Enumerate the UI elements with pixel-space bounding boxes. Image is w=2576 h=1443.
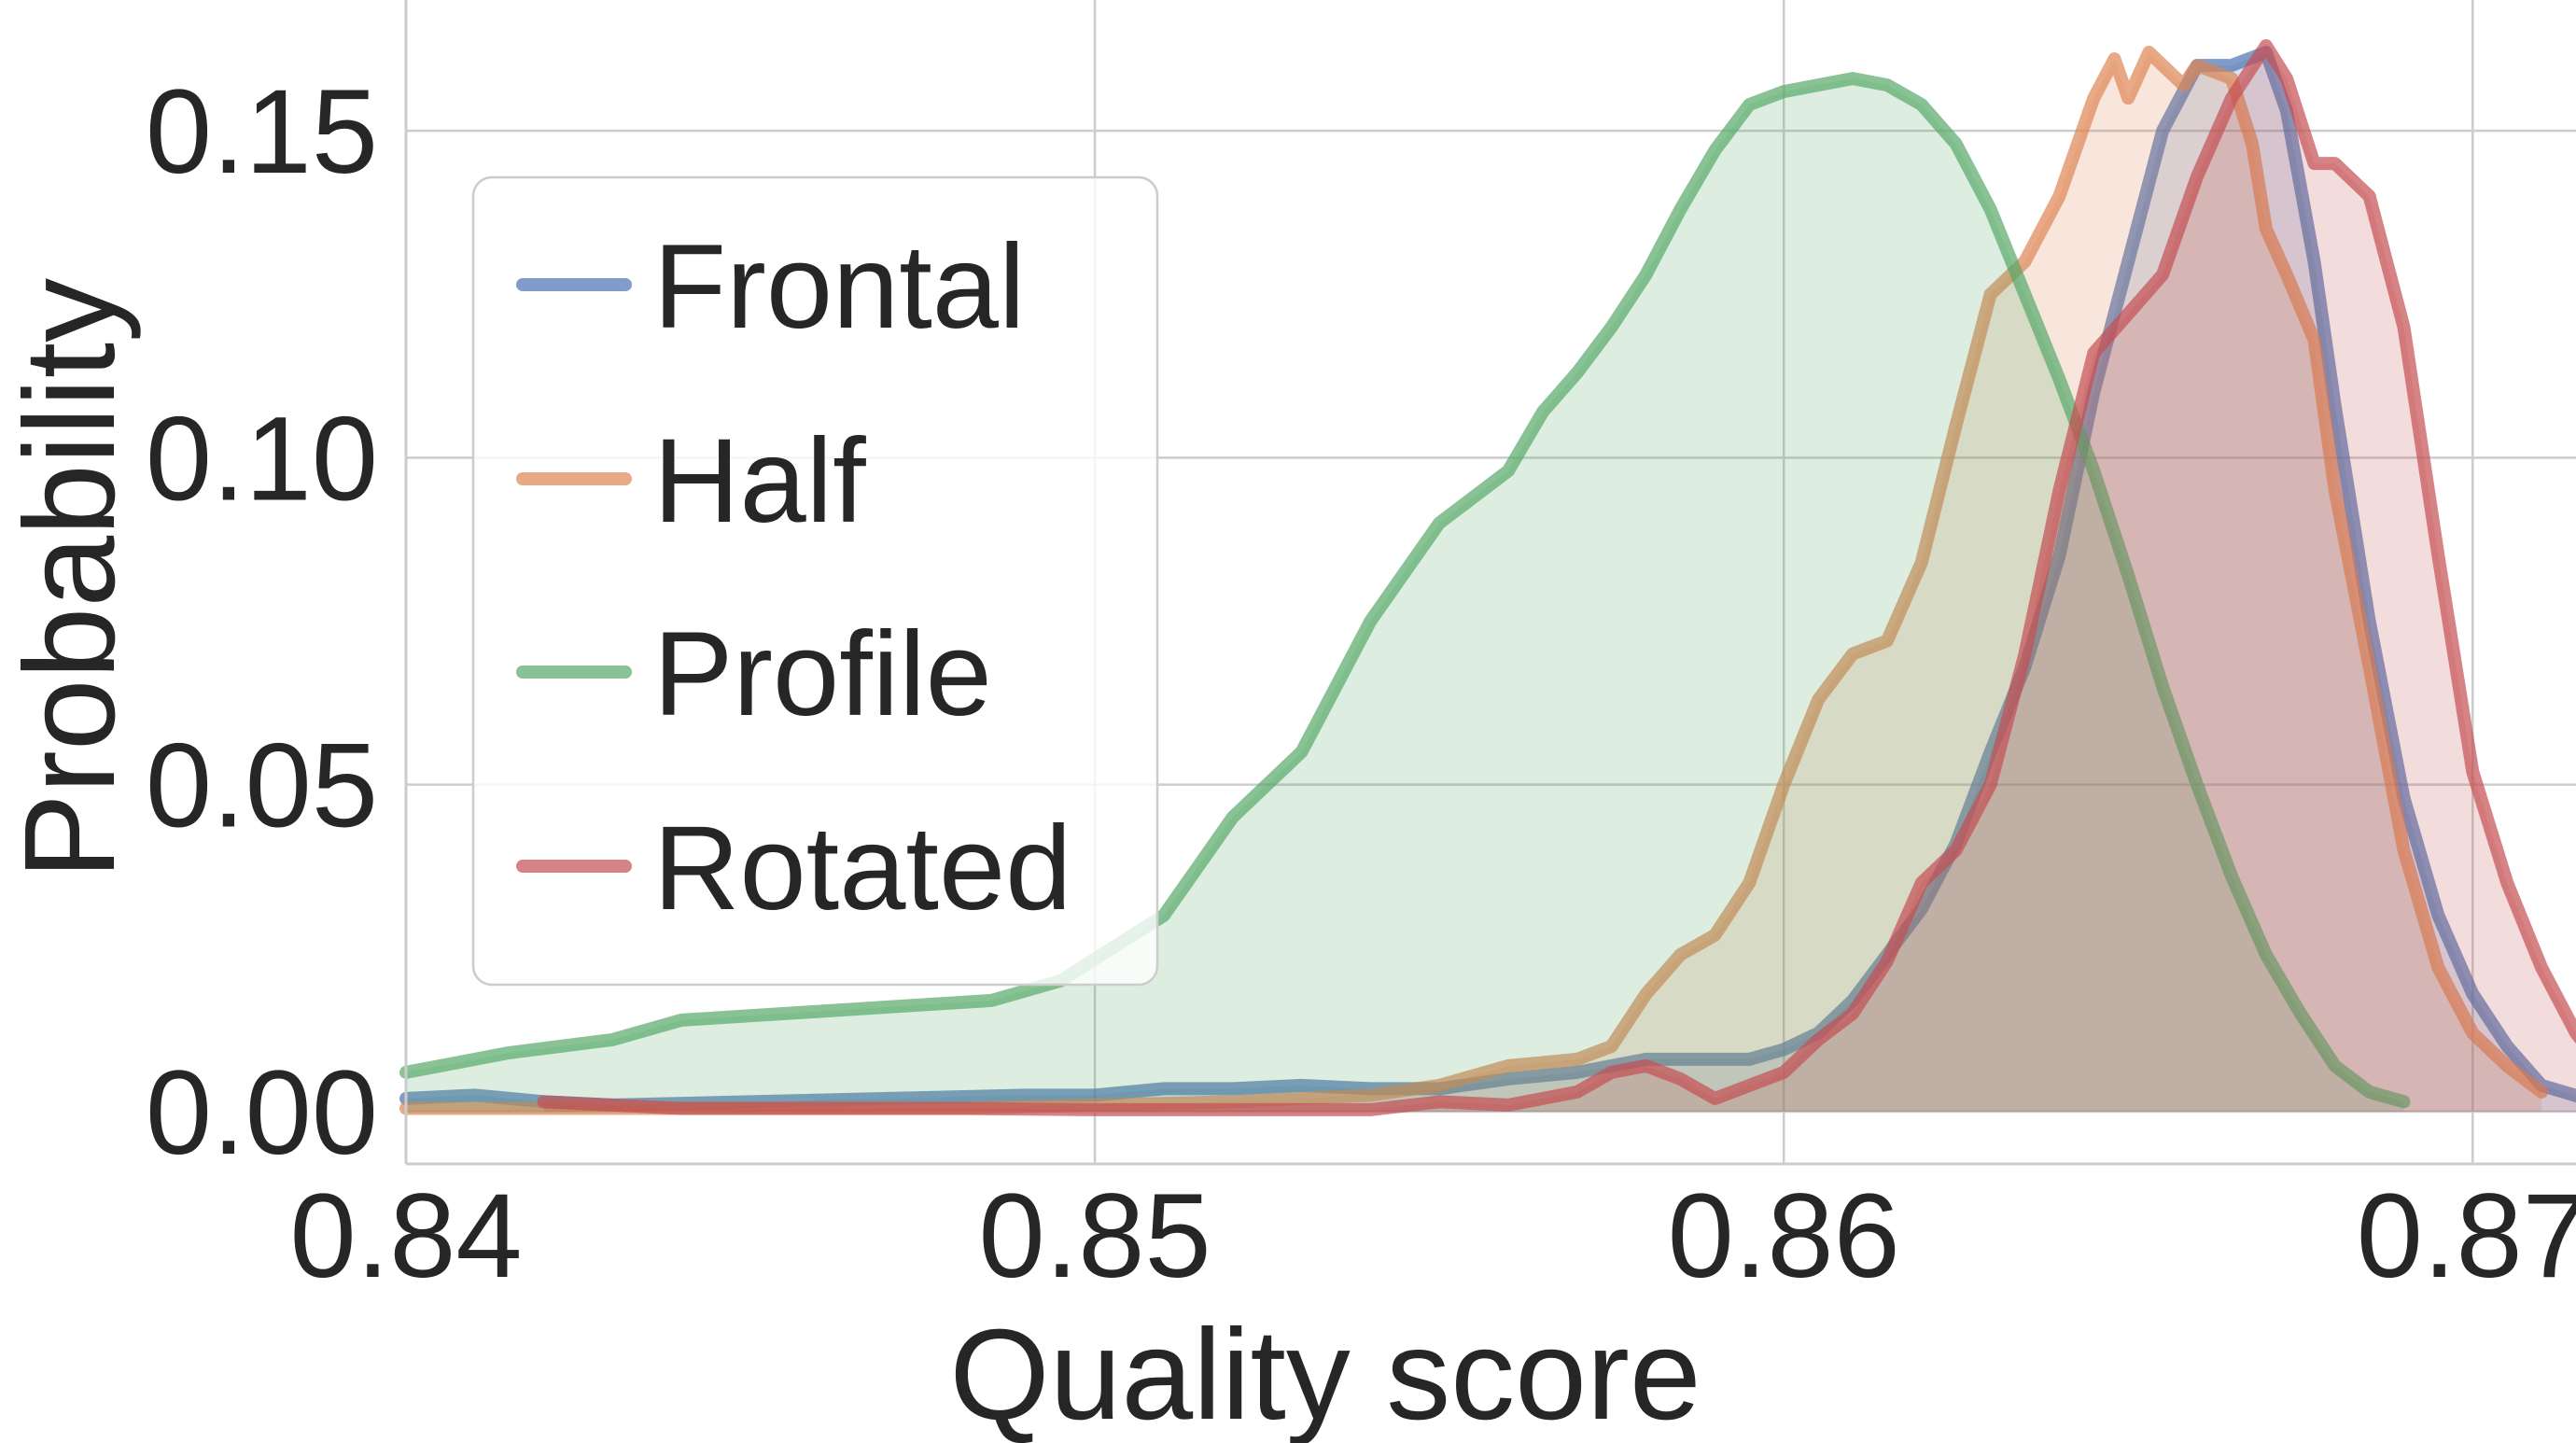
x-tick-label: 0.86 (1668, 1170, 1900, 1303)
series-line-half (399, 46, 2549, 1115)
series-line-rotated (537, 39, 2576, 1116)
y-tick-label: 0.15 (146, 65, 378, 199)
series-line-profile (399, 72, 2411, 1109)
series-line-frontal (399, 46, 2576, 1112)
x-tick-label: 0.85 (979, 1170, 1211, 1303)
legend-label-rotated: Rotated (653, 802, 1071, 935)
plot-frame (404, 0, 2576, 1166)
series-area-frontal (406, 52, 2576, 1112)
series-layer (399, 39, 2576, 1116)
legend-frame (471, 175, 1159, 987)
y-tick-label: 0.05 (146, 720, 378, 853)
x-tick-label: 0.87 (2357, 1170, 2576, 1303)
legend: Frontal Half Profile Rotated (471, 175, 1159, 987)
x-tick-label: 0.84 (289, 1170, 522, 1303)
legend-label-profile: Profile (653, 608, 992, 741)
series-area-half (406, 52, 2542, 1112)
x-axis-label: Quality score (949, 1303, 1701, 1443)
y-tick-label: 0.10 (146, 392, 378, 525)
series-area-profile (406, 78, 2404, 1113)
legend-label-frontal: Frontal (653, 220, 1025, 354)
tick-labels: 0.84 0.85 0.86 0.87 0.00 0.05 0.10 0.15 (146, 65, 2576, 1303)
legend-label-half: Half (653, 414, 866, 548)
series-area-rotated (543, 46, 2576, 1112)
y-tick-label: 0.00 (146, 1046, 378, 1180)
y-axis-label: Probability (0, 278, 142, 879)
